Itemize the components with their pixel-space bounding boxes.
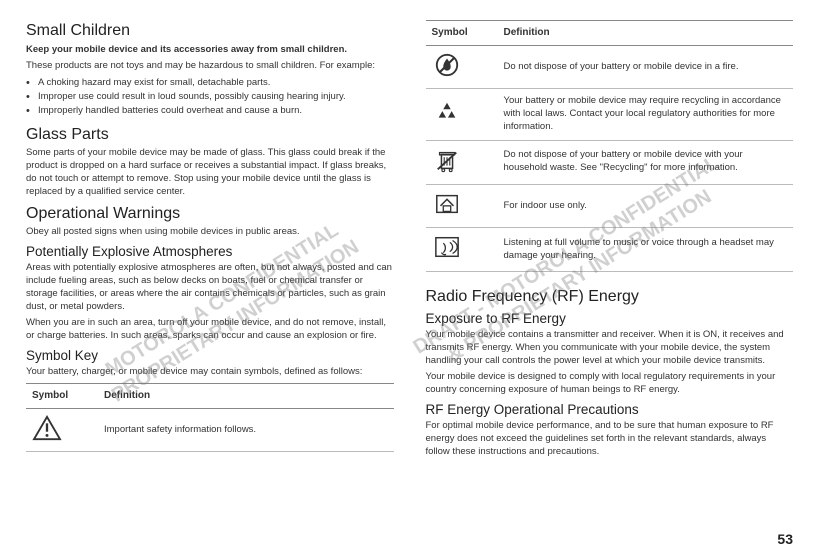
- th-symbol: Symbol: [26, 384, 98, 409]
- table-row: Do not dispose of your battery or mobile…: [426, 140, 794, 184]
- th-definition: Definition: [98, 384, 394, 409]
- opwarn-para: Obey all posted signs when using mobile …: [26, 226, 394, 239]
- recycling-icon: [426, 89, 498, 140]
- page-number: 53: [777, 531, 793, 547]
- sc-bold: Keep your mobile device and its accessor…: [26, 44, 347, 55]
- heading-symbol-key: Symbol Key: [26, 347, 394, 365]
- pea-p1: Areas with potentially explosive atmosph…: [26, 262, 394, 313]
- def-indoor-use: For indoor use only.: [498, 184, 794, 228]
- page-53: Small Children Keep your mobile device a…: [0, 0, 819, 555]
- table-row: Listening at full volume to music or voi…: [426, 228, 794, 272]
- def-no-waste: Do not dispose of your battery or mobile…: [498, 140, 794, 184]
- indoor-use-icon: [426, 184, 498, 228]
- no-fire-icon: [426, 45, 498, 89]
- def-hearing: Listening at full volume to music or voi…: [498, 228, 794, 272]
- def-important-safety: Important safety information follows.: [98, 408, 394, 452]
- heading-rf-energy: Radio Frequency (RF) Energy: [426, 286, 794, 308]
- exp-p2: Your mobile device is designed to comply…: [426, 371, 794, 397]
- right-column: Symbol Definition Do not dispose of your…: [426, 20, 794, 547]
- table-row: For indoor use only.: [426, 184, 794, 228]
- th-symbol: Symbol: [426, 21, 498, 46]
- symbol-table-right: Symbol Definition Do not dispose of your…: [426, 20, 794, 272]
- exp-p1: Your mobile device contains a transmitte…: [426, 329, 794, 367]
- table-row: Your battery or mobile device may requir…: [426, 89, 794, 140]
- heading-rf-operational: RF Energy Operational Precautions: [426, 401, 794, 419]
- left-column: Small Children Keep your mobile device a…: [26, 20, 394, 547]
- symbol-table-left: Symbol Definition Important safety infor…: [26, 383, 394, 452]
- table-row: Important safety information follows.: [26, 408, 394, 452]
- sc-list: A choking hazard may exist for small, de…: [26, 77, 394, 117]
- sc-intro: These products are not toys and may be h…: [26, 60, 394, 73]
- warning-triangle-icon: [26, 408, 98, 452]
- sc-li-2: Improper use could result in loud sounds…: [26, 91, 394, 104]
- glass-para: Some parts of your mobile device may be …: [26, 147, 394, 198]
- def-recycling: Your battery or mobile device may requir…: [498, 89, 794, 140]
- heading-exposure-rf: Exposure to RF Energy: [426, 310, 794, 328]
- pea-p2: When you are in such an area, turn off y…: [26, 317, 394, 343]
- table-row: Do not dispose of your battery or mobile…: [426, 45, 794, 89]
- heading-explosive-atmospheres: Potentially Explosive Atmospheres: [26, 243, 394, 261]
- heading-glass-parts: Glass Parts: [26, 124, 394, 146]
- sc-li-3: Improperly handled batteries could overh…: [26, 105, 394, 118]
- hearing-damage-icon: [426, 228, 498, 272]
- th-definition: Definition: [498, 21, 794, 46]
- no-household-waste-icon: [426, 140, 498, 184]
- sc-li-1: A choking hazard may exist for small, de…: [26, 77, 394, 90]
- symkey-para: Your battery, charger, or mobile device …: [26, 366, 394, 379]
- heading-operational-warnings: Operational Warnings: [26, 203, 394, 225]
- heading-small-children: Small Children: [26, 20, 394, 42]
- def-no-fire: Do not dispose of your battery or mobile…: [498, 45, 794, 89]
- rfop-para: For optimal mobile device performance, a…: [426, 420, 794, 458]
